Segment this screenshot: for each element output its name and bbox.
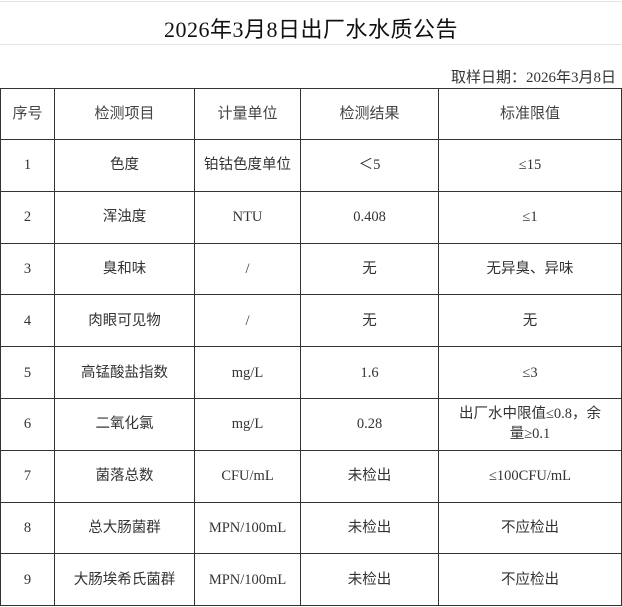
table-row: 6 二氧化氯 mg/L 0.28 出厂水中限值≤0.8，余量≥0.1: [0, 397, 622, 451]
row-number-cell: 6: [0, 397, 55, 451]
sampling-date: 取样日期：2026年3月8日: [450, 70, 616, 86]
test-result-cell: ＜5: [300, 139, 439, 192]
row-number-cell: 2: [0, 190, 55, 244]
standard-limit-cell: 出厂水中限值≤0.8，余量≥0.1: [438, 397, 622, 451]
test-item-cell: 高锰酸盐指数: [54, 346, 195, 399]
test-result-cell: 无: [300, 242, 439, 296]
unit-cell: MPN/100mL: [194, 553, 301, 607]
test-item-cell: 色度: [54, 139, 195, 192]
table-row: 5 高锰酸盐指数 mg/L 1.6 ≤3: [0, 346, 622, 399]
unit-cell: CFU/mL: [194, 449, 301, 503]
standard-limit-cell: ≤100CFU/mL: [438, 449, 622, 503]
test-result-cell: 0.408: [300, 190, 439, 244]
header-cell: 标准限值: [438, 88, 622, 140]
table-row: 7 菌落总数 CFU/mL 未检出 ≤100CFU/mL: [0, 449, 622, 503]
test-result-cell: 未检出: [300, 449, 439, 503]
standard-limit-cell: ≤1: [438, 190, 622, 244]
unit-cell: mg/L: [194, 346, 301, 399]
test-item-cell: 肉眼可见物: [54, 294, 195, 348]
row-number-cell: 7: [0, 449, 55, 503]
test-result-cell: 1.6: [300, 346, 439, 399]
test-item-cell: 菌落总数: [54, 449, 195, 503]
unit-cell: mg/L: [194, 397, 301, 451]
test-item-cell: 大肠埃希氏菌群: [54, 553, 195, 607]
sheet-gridline: [0, 44, 622, 45]
table-row: 8 总大肠菌群 MPN/100mL 未检出 不应检出: [0, 501, 622, 555]
standard-limit-cell: 无: [438, 294, 622, 348]
test-result-cell: 未检出: [300, 501, 439, 555]
page-title: 2026年3月8日出厂水水质公告: [163, 17, 458, 42]
test-item-cell: 臭和味: [54, 242, 195, 296]
row-number-cell: 8: [0, 501, 55, 555]
unit-cell: 铂钴色度单位: [194, 139, 301, 192]
header-cell: 序号: [0, 88, 55, 140]
row-number-cell: 1: [0, 139, 55, 192]
standard-limit-cell: 无异臭、异味: [438, 242, 622, 296]
water-quality-table: 序号 检测项目 计量单位 检测结果 标准限值 1 色度 铂钴色度单位 ＜5 ≤15 2 浑浊…: [0, 88, 622, 607]
table-row: 1 色度 铂钴色度单位 ＜5 ≤15: [0, 139, 622, 192]
table-row: 3 臭和味 / 无无异臭、异味: [0, 242, 622, 296]
standard-limit-cell: ≤15: [438, 139, 622, 192]
test-result-cell: 无: [300, 294, 439, 348]
unit-cell: MPN/100mL: [194, 501, 301, 555]
sheet-gridline: [0, 1, 622, 2]
test-item-cell: 二氧化氯: [54, 397, 195, 451]
row-number-cell: 5: [0, 346, 55, 399]
unit-cell: /: [194, 294, 301, 348]
standard-limit-cell: 不应检出: [438, 553, 622, 607]
test-item-cell: 总大肠菌群: [54, 501, 195, 555]
row-number-cell: 9: [0, 553, 55, 607]
table-header-row: 序号 检测项目 计量单位 检测结果 标准限值: [0, 88, 622, 140]
unit-cell: NTU: [194, 190, 301, 244]
row-number-cell: 3: [0, 242, 55, 296]
table-row: 4 肉眼可见物 / 无无: [0, 294, 622, 348]
test-result-cell: 0.28: [300, 397, 439, 451]
standard-limit-cell: ≤3: [438, 346, 622, 399]
standard-limit-cell: 不应检出: [438, 501, 622, 555]
header-cell: 计量单位: [194, 88, 301, 140]
table-row: 9 大肠埃希氏菌群 MPN/100mL 未检出 不应检出: [0, 553, 622, 607]
row-number-cell: 4: [0, 294, 55, 348]
header-cell: 检测项目: [54, 88, 195, 140]
table-row: 2 浑浊度 NTU 0.408 ≤1: [0, 190, 622, 244]
unit-cell: /: [194, 242, 301, 296]
header-cell: 检测结果: [300, 88, 439, 140]
test-item-cell: 浑浊度: [54, 190, 195, 244]
test-result-cell: 未检出: [300, 553, 439, 607]
